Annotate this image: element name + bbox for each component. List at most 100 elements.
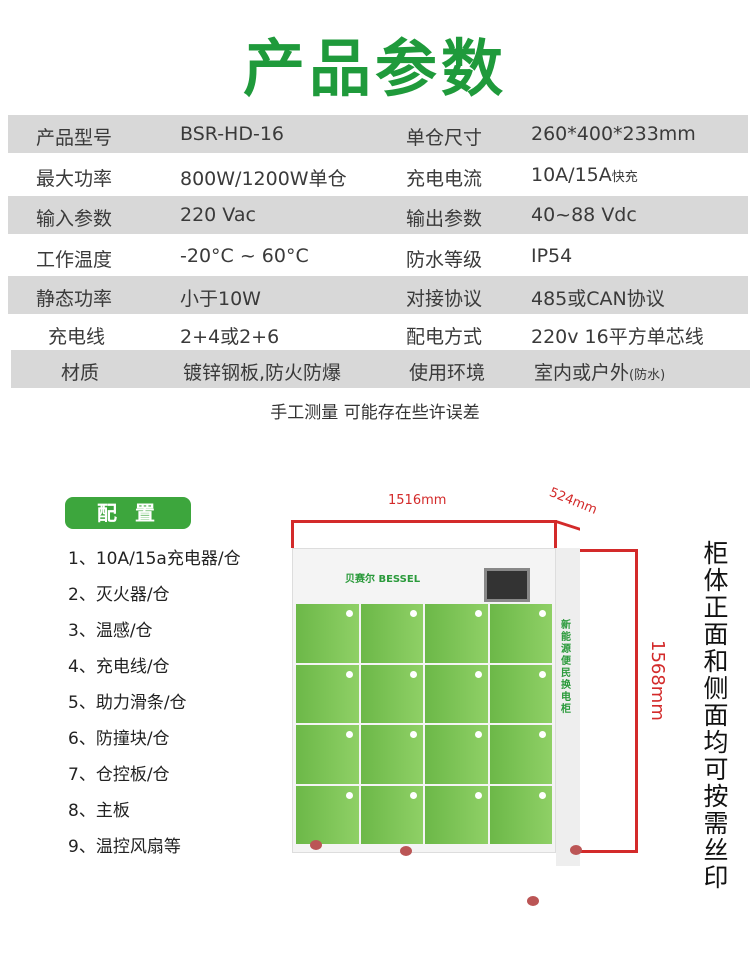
spec-value-main: 室内或户外 — [534, 362, 630, 384]
spec-value-main: 10A/15A — [531, 164, 612, 186]
width-label: 1516mm — [388, 493, 447, 508]
door-number-icon — [345, 791, 353, 799]
locker-door — [296, 725, 359, 784]
spec-key: 最大功率 — [36, 168, 113, 190]
spec-key: 对接协议 — [406, 288, 483, 310]
door-number-icon — [345, 731, 353, 738]
spec-value-main: 40~88 Vdc — [531, 204, 637, 226]
touch-screen — [484, 568, 530, 602]
locker-door — [425, 604, 488, 663]
spec-value: 220 Vac — [180, 204, 256, 226]
door-number-icon — [474, 731, 482, 738]
cabinet-side — [556, 548, 580, 866]
spec-value: IP54 — [531, 245, 572, 267]
config-item: 3、温感/仓 — [68, 621, 153, 641]
locker-door — [296, 664, 359, 723]
spec-value: 室内或户外(防水) — [534, 358, 665, 385]
spec-value-main: 485或CAN协议 — [531, 288, 665, 310]
spec-value-main: IP54 — [531, 245, 573, 267]
locker-door — [360, 785, 423, 844]
locker-door — [489, 785, 552, 844]
spec-value: -20°C ~ 60°C — [180, 245, 309, 267]
spec-value: BSR-HD-16 — [180, 123, 284, 145]
spec-key: 充电电流 — [406, 168, 483, 190]
spec-key: 产品型号 — [36, 127, 113, 149]
spec-value: 260*400*233mm — [531, 123, 696, 145]
caster-wheel — [310, 840, 322, 850]
spec-value: 2+4或2+6 — [180, 326, 280, 348]
door-number-icon — [410, 731, 417, 738]
spec-row: 最大功率 800W/1200W单仓 充电电流 10A/15A快充 — [8, 156, 748, 194]
locker-door — [425, 725, 488, 784]
locker-door — [489, 604, 552, 663]
side-note: 柜体正面和侧面均可按需丝印 — [703, 539, 729, 892]
locker-door — [425, 785, 488, 844]
spec-value: 镀锌钢板,防火防爆 — [183, 362, 342, 384]
config-item: 4、充电线/仓 — [68, 657, 170, 677]
spec-key: 使用环境 — [409, 362, 486, 384]
door-number-icon — [410, 670, 417, 678]
door-number-icon — [410, 610, 417, 617]
measurement-note: 手工测量 可能存在些许误差 — [270, 403, 480, 423]
locker-door — [296, 604, 359, 663]
spec-value: 10A/15A快充 — [531, 164, 638, 186]
door-number-icon — [474, 791, 482, 799]
height-label: 1568mm — [647, 640, 668, 721]
door-number-icon — [345, 670, 353, 678]
door-number-icon — [345, 610, 353, 617]
spec-value-main: 220v 16平方单芯线 — [531, 326, 704, 348]
height-dimension-line — [578, 549, 638, 853]
locker-door — [360, 725, 423, 784]
config-item: 1、10A/15a充电器/仓 — [68, 549, 241, 569]
brand-logo: 贝赛尔 BESSEL — [345, 574, 421, 585]
spec-value: 800W/1200W单仓 — [180, 168, 347, 190]
door-number-icon — [474, 670, 482, 678]
spec-key: 材质 — [61, 362, 100, 384]
locker-door — [296, 785, 359, 844]
spec-row: 工作温度 -20°C ~ 60°C 防水等级 IP54 — [8, 237, 748, 275]
config-item: 6、防撞块/仓 — [68, 729, 170, 749]
caster-wheel — [400, 846, 412, 856]
spec-key: 充电线 — [48, 326, 106, 348]
config-item: 9、温控风扇等 — [68, 837, 181, 857]
width-dimension-line — [291, 520, 557, 548]
spec-value: 220v 16平方单芯线 — [531, 322, 704, 349]
spec-key: 输出参数 — [406, 208, 483, 230]
door-number-icon — [474, 610, 482, 617]
door-number-icon — [539, 670, 546, 678]
spec-value-main: 260*400*233mm — [531, 123, 696, 145]
caster-wheel — [570, 845, 582, 855]
spec-key: 输入参数 — [36, 208, 113, 230]
spec-row: 材质 镀锌钢板,防火防爆 使用环境 室内或户外(防水) — [11, 350, 750, 388]
spec-value-suffix: 快充 — [611, 170, 638, 185]
config-item: 5、助力滑条/仓 — [68, 693, 187, 713]
config-item: 7、仓控板/仓 — [68, 765, 170, 785]
spec-row: 静态功率 小于10W 对接协议 485或CAN协议 — [8, 276, 748, 314]
locker-door — [360, 604, 423, 663]
spec-value: 40~88 Vdc — [531, 204, 637, 226]
spec-value-suffix: (防水) — [629, 368, 666, 383]
locker-doors — [296, 604, 552, 844]
spec-key: 单仓尺寸 — [406, 127, 483, 149]
spec-row: 充电线 2+4或2+6 配电方式 220v 16平方单芯线 — [8, 314, 748, 352]
spec-value: 485或CAN协议 — [531, 284, 665, 311]
locker-door — [425, 664, 488, 723]
side-print-text: 新能源便民换电柜 — [561, 620, 571, 715]
door-number-icon — [539, 791, 546, 799]
spec-value: 小于10W — [180, 288, 261, 310]
spec-key: 工作温度 — [36, 249, 113, 271]
config-item: 2、灭火器/仓 — [68, 585, 170, 605]
spec-row: 产品型号 BSR-HD-16 单仓尺寸 260*400*233mm — [8, 115, 748, 153]
config-badge: 配置 — [65, 497, 191, 529]
door-number-icon — [410, 791, 417, 799]
door-number-icon — [539, 731, 546, 738]
door-number-icon — [539, 610, 546, 617]
locker-door — [489, 664, 552, 723]
locker-door — [360, 664, 423, 723]
caster-wheel — [527, 896, 539, 906]
depth-label: 524mm — [547, 485, 600, 518]
locker-door — [489, 725, 552, 784]
spec-key: 防水等级 — [406, 249, 483, 271]
spec-key: 静态功率 — [36, 288, 113, 310]
page-title: 产品参数 — [242, 32, 507, 105]
